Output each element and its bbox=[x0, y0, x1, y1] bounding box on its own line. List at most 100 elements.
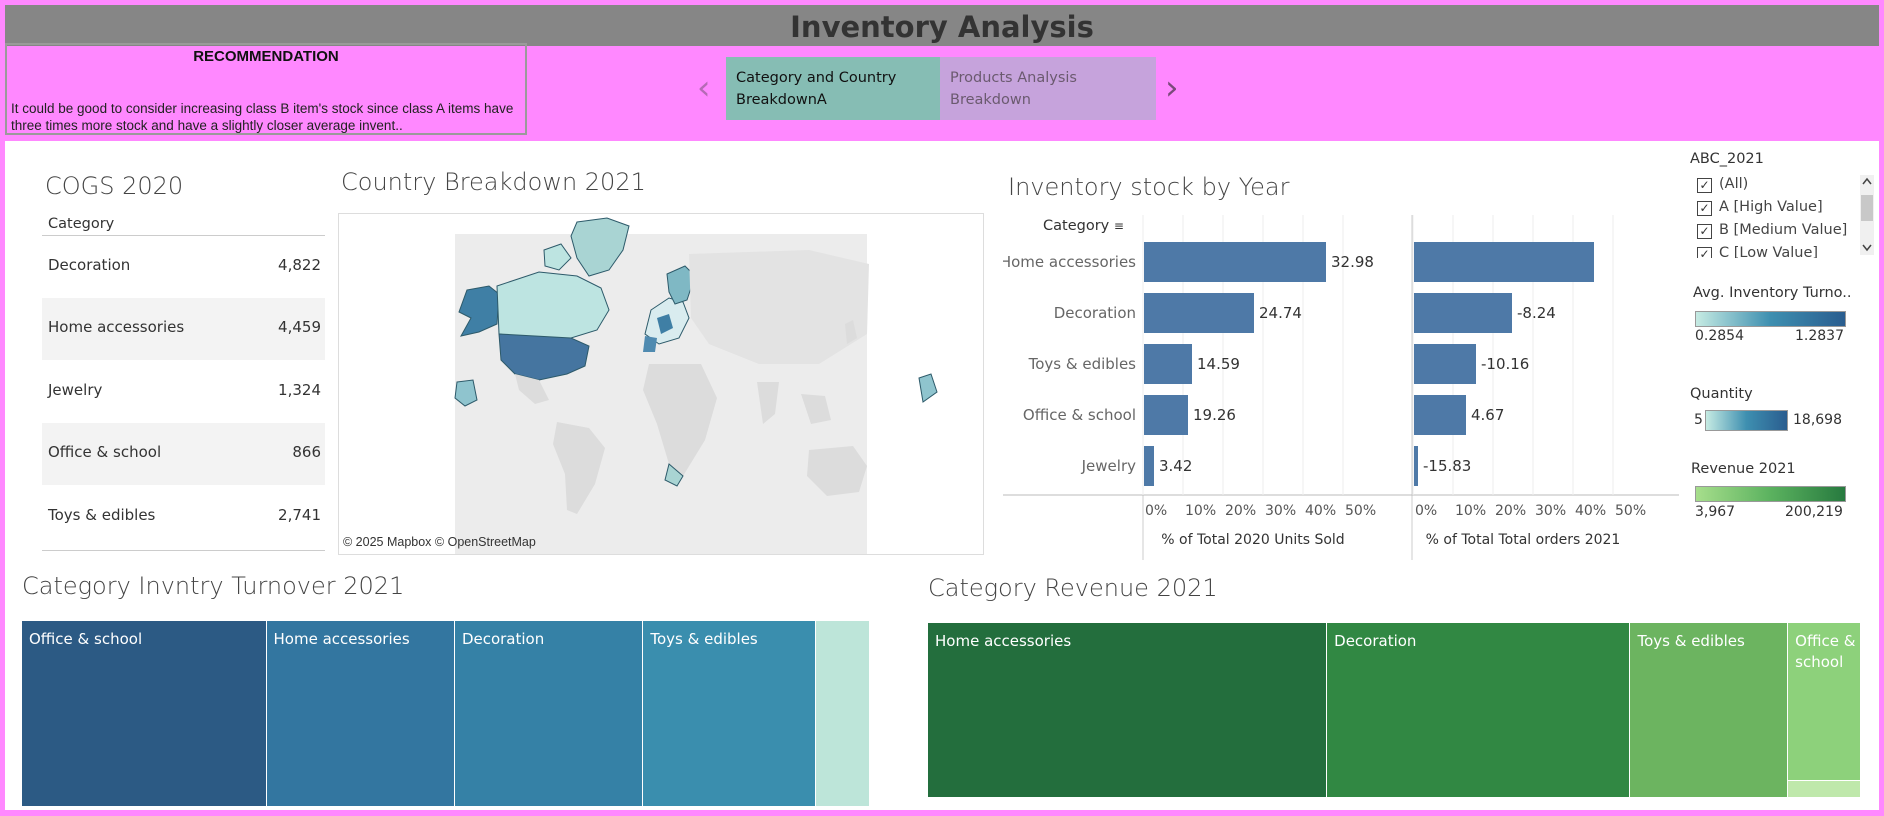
cogs-value: 4,822 bbox=[278, 256, 321, 274]
bar bbox=[1144, 395, 1188, 435]
cogs-value: 866 bbox=[292, 443, 321, 461]
category-label: Decoration bbox=[1054, 304, 1136, 322]
treemap-label: Decoration bbox=[461, 630, 545, 648]
avg-turnover-legend-title: Avg. Inventory Turno.. bbox=[1693, 285, 1852, 301]
category-header-label: Category bbox=[1043, 218, 1110, 234]
treemap-tile[interactable]: Toys & edibles bbox=[1630, 623, 1789, 797]
bar bbox=[1414, 242, 1594, 282]
data-label: -15.83 bbox=[1423, 457, 1471, 475]
x-tick-label: 10% bbox=[1455, 503, 1486, 519]
category-label: Office & school bbox=[1023, 406, 1136, 424]
table-row[interactable]: Office & school 866 bbox=[42, 423, 325, 485]
data-label: 32.98 bbox=[1331, 253, 1374, 271]
table-row[interactable]: Home accessories 4,459 bbox=[42, 298, 325, 360]
abc-filter-list: ✓ (All) ✓ A [High Value] ✓ B [Medium Value]… bbox=[1690, 173, 1858, 258]
data-label: 4.67 bbox=[1471, 406, 1504, 424]
turnover-treemap[interactable]: Office & school Home accessories Decoratio… bbox=[22, 621, 870, 806]
table-row[interactable]: Decoration 4,822 bbox=[42, 236, 325, 298]
turnover-treemap-title: Category Invntry Turnover 2021 bbox=[22, 572, 405, 600]
x-tick-label: 10% bbox=[1185, 503, 1216, 519]
treemap-tile[interactable]: Office & school bbox=[1788, 623, 1861, 781]
chevron-left-icon[interactable]: ‹ bbox=[697, 68, 711, 108]
scroll-up-icon bbox=[1862, 177, 1872, 185]
treemap-tile[interactable]: Home accessories bbox=[928, 623, 1328, 797]
bar bbox=[1414, 395, 1466, 435]
x-tick-label: 20% bbox=[1495, 503, 1526, 519]
cogs-category: Home accessories bbox=[48, 318, 185, 336]
treemap-tile[interactable]: Decoration bbox=[1327, 623, 1631, 797]
x-tick-label: 50% bbox=[1615, 503, 1646, 519]
x-tick-label: 50% bbox=[1345, 503, 1376, 519]
treemap-label: Office & school bbox=[1795, 632, 1856, 671]
divider bbox=[42, 235, 325, 236]
quantity-legend-title: Quantity bbox=[1690, 386, 1753, 402]
treemap-tile[interactable]: Toys & edibles bbox=[643, 621, 817, 806]
table-row[interactable]: Toys & edibles 2,741 bbox=[42, 486, 325, 548]
revenue-treemap[interactable]: Home accessories Decoration Toys & edibles… bbox=[928, 623, 1861, 797]
treemap-label: Toys & edibles bbox=[650, 630, 758, 648]
inventory-chart-title: Inventory stock by Year bbox=[1008, 173, 1290, 201]
data-label: -10.16 bbox=[1481, 355, 1529, 373]
x-axis-label: % of Total Total orders 2021 bbox=[1426, 532, 1621, 548]
page-title: Inventory Analysis bbox=[790, 10, 1094, 44]
filter-label: (All) bbox=[1719, 176, 1749, 192]
revenue-gradient bbox=[1695, 486, 1846, 502]
filter-scrollbar[interactable] bbox=[1860, 175, 1874, 255]
abc-legend-title: ABC_2021 bbox=[1690, 151, 1764, 167]
revenue-treemap-title: Category Revenue 2021 bbox=[928, 574, 1218, 602]
filter-label: A [High Value] bbox=[1719, 199, 1823, 215]
cogs-category: Office & school bbox=[48, 443, 162, 461]
treemap-label: Toys & edibles bbox=[1637, 632, 1745, 650]
revenue-min: 3,967 bbox=[1695, 504, 1736, 520]
recommendation-box: RECOMMENDATION It could be good to consi… bbox=[5, 43, 527, 135]
checkbox-icon[interactable]: ✓ bbox=[1697, 224, 1712, 239]
treemap-label: Home accessories bbox=[273, 630, 410, 648]
checkbox-icon[interactable]: ✓ bbox=[1697, 178, 1712, 193]
bar bbox=[1144, 242, 1326, 282]
cogs-value: 1,324 bbox=[278, 381, 321, 399]
quantity-min: 5 bbox=[1694, 412, 1703, 428]
country-map[interactable] bbox=[338, 213, 984, 555]
treemap-tile[interactable]: Office & school bbox=[22, 621, 267, 806]
treemap-label: Office & school bbox=[29, 630, 143, 648]
country-title: Country Breakdown 2021 bbox=[341, 168, 646, 196]
bar bbox=[1414, 293, 1512, 333]
tab-products-analysis[interactable]: Products Analysis Breakdown bbox=[940, 57, 1156, 120]
avg-turnover-gradient bbox=[1695, 311, 1846, 327]
table-row[interactable]: Jewelry 1,324 bbox=[42, 361, 325, 423]
inventory-bar-chart[interactable]: 0% 10% 20% 30% 40% 50%% of Total 2020 Units S… bbox=[1003, 215, 1685, 560]
revenue-legend-title: Revenue 2021 bbox=[1691, 461, 1796, 477]
x-tick-label: 0% bbox=[1145, 503, 1167, 519]
treemap-tile[interactable]: Decoration bbox=[454, 621, 644, 806]
title-bar bbox=[5, 5, 1879, 46]
x-tick-label: 40% bbox=[1575, 503, 1606, 519]
checkbox-icon[interactable]: ✓ bbox=[1697, 201, 1712, 216]
map-credit: © 2025 Mapbox © OpenStreetMap bbox=[343, 535, 536, 549]
data-label: 19.26 bbox=[1193, 406, 1236, 424]
data-label: 14.59 bbox=[1197, 355, 1240, 373]
x-axis-label: % of Total 2020 Units Sold bbox=[1161, 532, 1344, 548]
quantity-max: 18,698 bbox=[1793, 412, 1842, 428]
bar bbox=[1144, 344, 1192, 384]
treemap-tile[interactable]: Home accessories bbox=[266, 621, 455, 806]
treemap-tile[interactable] bbox=[1788, 781, 1861, 797]
tab-category-country[interactable]: Category and Country BreakdownA bbox=[726, 57, 940, 120]
tab-label: Products Analysis Breakdown bbox=[950, 70, 1077, 108]
cogs-value: 2,741 bbox=[278, 506, 321, 524]
quantity-gradient bbox=[1705, 410, 1788, 431]
category-label: Home accessories bbox=[1003, 253, 1136, 271]
cogs-value: 4,459 bbox=[278, 318, 321, 336]
treemap-tile[interactable] bbox=[816, 621, 870, 806]
cogs-column-header: Category bbox=[48, 216, 115, 232]
bar bbox=[1144, 446, 1154, 486]
divider bbox=[42, 550, 325, 551]
avg-turnover-max: 1.2837 bbox=[1795, 328, 1844, 344]
world-map-icon bbox=[454, 217, 938, 554]
sort-icon[interactable]: ≡ bbox=[1113, 219, 1124, 233]
checkbox-icon[interactable]: ✓ bbox=[1697, 247, 1712, 258]
inventory-category-header[interactable]: Category ≡ bbox=[1043, 218, 1124, 234]
chevron-right-icon[interactable]: › bbox=[1165, 68, 1179, 108]
treemap-label: Decoration bbox=[1334, 632, 1417, 650]
filter-label: B [Medium Value] bbox=[1719, 222, 1848, 238]
filter-label: C [Low Value] bbox=[1719, 245, 1819, 258]
